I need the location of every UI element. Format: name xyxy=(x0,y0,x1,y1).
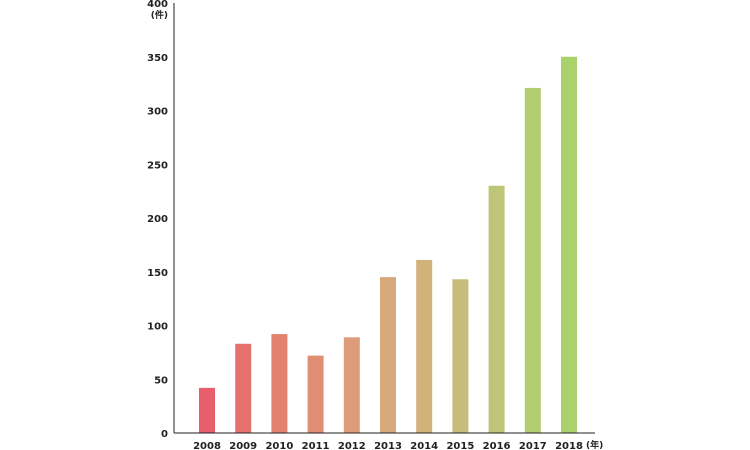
x-tick-label: 2008 xyxy=(193,441,221,450)
x-axis-unit: (年) xyxy=(586,439,603,450)
y-tick-label: 250 xyxy=(147,160,168,171)
y-tick-label: 0 xyxy=(161,429,168,440)
y-tick-label: 100 xyxy=(147,322,168,333)
x-tick-label: 2014 xyxy=(410,441,438,450)
x-tick-label: 2015 xyxy=(446,441,474,450)
x-axis-ticks: 2008 2009 2010 2011 2012 2013 2014 2015 2016 2017… xyxy=(193,441,583,450)
bar-2010 xyxy=(271,334,288,433)
y-tick-label: 350 xyxy=(147,53,168,64)
bar-2012 xyxy=(343,337,360,433)
x-tick-label: 2010 xyxy=(265,441,293,450)
x-tick-label: 2009 xyxy=(229,441,257,450)
y-tick-label: 400 xyxy=(147,0,168,10)
y-tick-label: 200 xyxy=(147,214,168,225)
x-tick-label: 2017 xyxy=(519,441,547,450)
y-tick-label: 300 xyxy=(147,107,168,118)
y-axis-unit: (件) xyxy=(151,9,168,21)
x-tick-label: 2012 xyxy=(338,441,366,450)
bars-group xyxy=(199,56,577,434)
bar-2009 xyxy=(235,343,252,433)
bar-2016 xyxy=(488,185,505,433)
bar-2014 xyxy=(416,259,433,433)
y-tick-label: 150 xyxy=(147,268,168,279)
bar-2011 xyxy=(307,355,324,433)
y-tick-label: 50 xyxy=(154,375,168,386)
bar-2008 xyxy=(199,387,215,433)
bar-2015 xyxy=(452,279,469,433)
bar-2013 xyxy=(380,277,396,433)
x-tick-label: 2013 xyxy=(374,441,402,450)
bar-2017 xyxy=(524,87,541,434)
y-axis-ticks: 0 50 100 150 200 250 300 350 400 xyxy=(147,0,168,440)
x-tick-label: 2011 xyxy=(302,441,330,450)
bar-2018 xyxy=(561,56,577,433)
x-tick-label: 2016 xyxy=(483,441,511,450)
x-tick-label: 2018 xyxy=(555,441,583,450)
